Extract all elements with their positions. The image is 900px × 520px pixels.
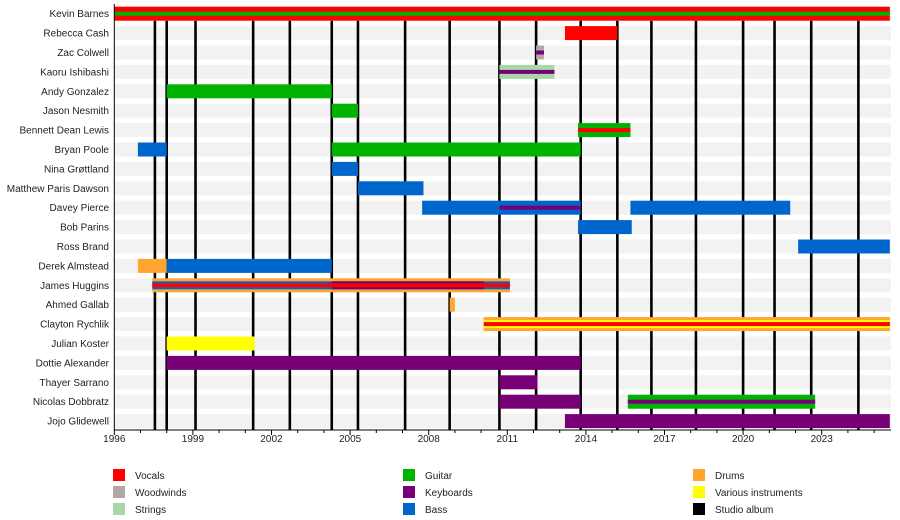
legend-swatch-keyboards (403, 486, 415, 498)
member-name: Jason Nesmith (43, 106, 109, 117)
member-name: Kevin Barnes (50, 9, 109, 20)
legend-swatch-album (693, 503, 705, 515)
member-name: Davey Pierce (50, 203, 110, 214)
member-name: Ross Brand (57, 242, 109, 253)
member-name: Clayton Rychlik (40, 320, 110, 331)
member-name: Nicolas Dobbratz (33, 397, 109, 408)
member-name: James Huggins (40, 281, 109, 292)
member-name: Bob Parins (60, 223, 109, 234)
legend-swatch-various (693, 486, 705, 498)
bar-keyboards (536, 50, 544, 55)
bar-drums (449, 297, 455, 312)
member-name: Kaoru Ishibashi (40, 67, 109, 78)
x-tick-label: 2020 (732, 434, 755, 445)
member-name: Zac Colwell (57, 48, 109, 59)
bar-bass (630, 200, 791, 215)
bar-guitar (114, 11, 890, 16)
legend-label: Drums (715, 471, 744, 482)
bar-keyboards (166, 355, 581, 370)
x-tick-label: 2002 (260, 434, 283, 445)
bar-guitar (331, 142, 581, 157)
bar-keyboards (499, 394, 581, 409)
legend-label: Woodwinds (135, 488, 187, 499)
member-name: Derek Almstead (38, 261, 109, 272)
bar-vocals (483, 322, 890, 327)
legend-swatch-strings (113, 503, 125, 515)
x-tick-label: 2014 (575, 434, 598, 445)
x-tick-label: 2005 (339, 434, 362, 445)
legend-swatch-drums (693, 469, 705, 481)
legend-swatch-woodwinds (113, 486, 125, 498)
member-name: Andy Gonzalez (41, 87, 109, 98)
bar-keyboards (499, 205, 581, 210)
legend-label: Guitar (425, 471, 453, 482)
bar-keyboards (499, 375, 538, 390)
legend-label: Keyboards (425, 488, 473, 499)
bar-vocals (578, 128, 631, 133)
bar-bass (331, 161, 358, 176)
bar-keyboards (627, 399, 816, 404)
member-name: Julian Koster (51, 339, 109, 350)
member-name: Dottie Alexander (36, 358, 110, 369)
bar-bass (166, 258, 332, 273)
member-name: Nina Grøttland (44, 164, 109, 175)
bar-bass (357, 181, 424, 196)
member-name: Ahmed Gallab (46, 300, 110, 311)
bar-guitar (166, 84, 332, 99)
member-name: Jojo Glidewell (47, 417, 109, 428)
x-tick-label: 2008 (418, 434, 441, 445)
bar-drums (137, 258, 167, 273)
legend-label: Vocals (135, 471, 164, 482)
x-tick-label: 2017 (653, 434, 676, 445)
bar-keyboards (564, 414, 890, 429)
x-tick-label: 1996 (103, 434, 126, 445)
bar-guitar (331, 103, 358, 118)
legend-label: Bass (425, 505, 447, 516)
member-name: Thayer Sarrano (40, 378, 110, 389)
bar-vocals (152, 283, 510, 288)
legend-swatch-vocals (113, 469, 125, 481)
member-name: Bennett Dean Lewis (19, 126, 109, 137)
bar-bass (798, 239, 890, 254)
bar-vocals (564, 26, 618, 41)
member-name: Rebecca Cash (43, 29, 109, 40)
member-name: Matthew Paris Dawson (7, 184, 109, 195)
legend-swatch-guitar (403, 469, 415, 481)
x-tick-label: 2023 (811, 434, 834, 445)
member-name: Bryan Poole (55, 145, 110, 156)
bar-various (166, 336, 255, 351)
legend-swatch-bass (403, 503, 415, 515)
legend-label: Studio album (715, 505, 773, 516)
bar-bass (578, 220, 632, 235)
bar-keyboards (499, 69, 555, 74)
x-tick-label: 2011 (497, 434, 519, 445)
legend-label: Various instruments (715, 488, 803, 499)
legend-label: Strings (135, 505, 166, 516)
x-tick-label: 1999 (182, 434, 205, 445)
bar-bass (137, 142, 167, 157)
